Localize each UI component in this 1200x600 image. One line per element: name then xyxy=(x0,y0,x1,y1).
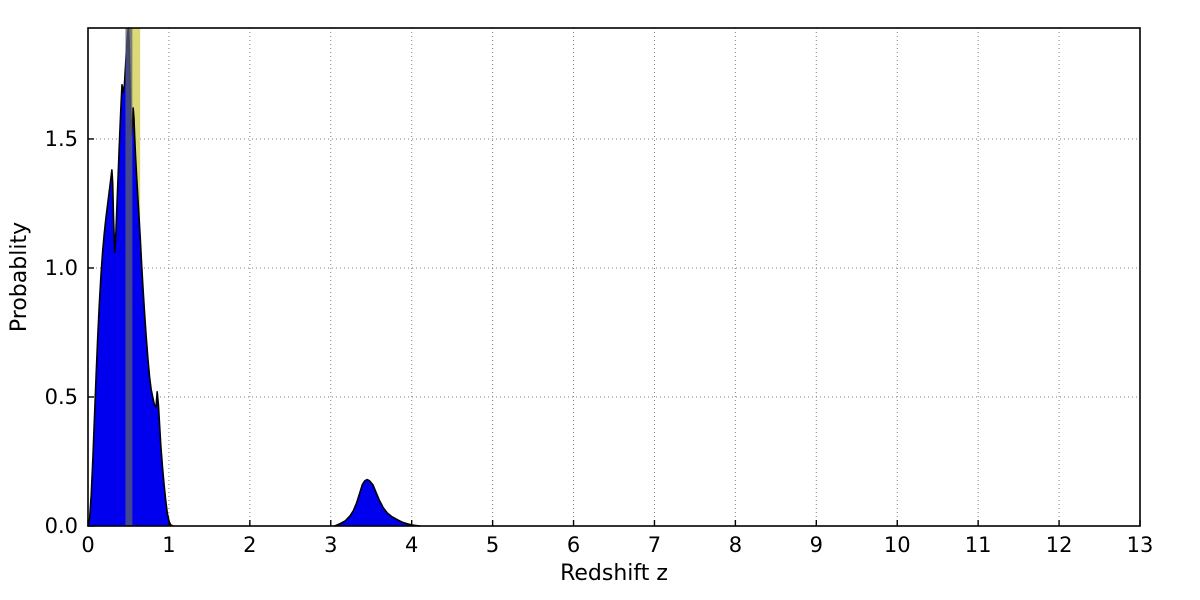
y-axis-tick-labels: 0.0 0.5 1.0 1.5 xyxy=(45,127,78,538)
x-tick-label: 1 xyxy=(162,533,175,557)
vertical-band-front xyxy=(125,28,133,526)
x-tick-label: 7 xyxy=(648,533,661,557)
pdf-fill xyxy=(334,479,420,526)
x-tick-label: 13 xyxy=(1127,533,1154,557)
x-tick-label: 3 xyxy=(324,533,337,557)
x-tick-label: 6 xyxy=(567,533,580,557)
x-tick-label: 12 xyxy=(1046,533,1073,557)
pdf-outline xyxy=(334,478,420,527)
x-axis-tick-labels: 0 1 2 3 4 5 6 7 8 9 10 11 12 13 xyxy=(81,533,1153,557)
x-tick-label: 5 xyxy=(486,533,499,557)
y-tick-label: 0.5 xyxy=(45,385,78,409)
y-tick-label: 1.0 xyxy=(45,256,78,280)
y-gridlines xyxy=(88,138,1140,398)
x-tick-label: 4 xyxy=(405,533,418,557)
y-tick-label: 1.5 xyxy=(45,127,78,151)
y-axis-title: Probablity xyxy=(7,222,32,332)
plot-frame xyxy=(87,27,1141,527)
x-tick-label: 10 xyxy=(884,533,911,557)
x-tick-label: 11 xyxy=(965,533,992,557)
x-tick-label: 0 xyxy=(81,533,94,557)
best-fit-redshift-band xyxy=(125,28,133,526)
x-axis-ticks xyxy=(87,520,1141,526)
x-tick-label: 8 xyxy=(729,533,742,557)
x-tick-label: 9 xyxy=(810,533,823,557)
x-axis-title: Redshift z xyxy=(560,561,668,586)
y-axis-ticks xyxy=(88,138,94,527)
x-tick-label: 2 xyxy=(243,533,256,557)
y-tick-label: 0.0 xyxy=(45,514,78,538)
x-gridlines xyxy=(168,28,1060,526)
plot-area-background xyxy=(88,28,1140,526)
